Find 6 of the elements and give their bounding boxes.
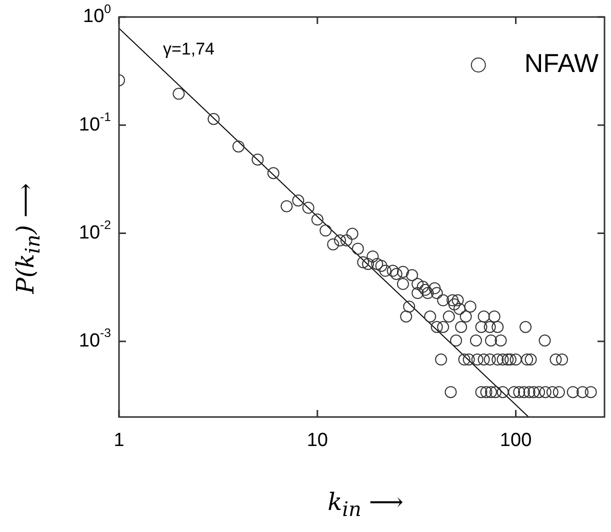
x-tick-label: 100 — [500, 430, 532, 452]
x-tick-label: 10 — [306, 430, 328, 452]
x-axis-title: k$_{in}$ ⟶ — [326, 488, 404, 521]
legend-label: NFAW — [524, 48, 599, 78]
annotation: γ=1,74 — [163, 40, 215, 59]
x-tick-label: 1 — [114, 430, 124, 452]
